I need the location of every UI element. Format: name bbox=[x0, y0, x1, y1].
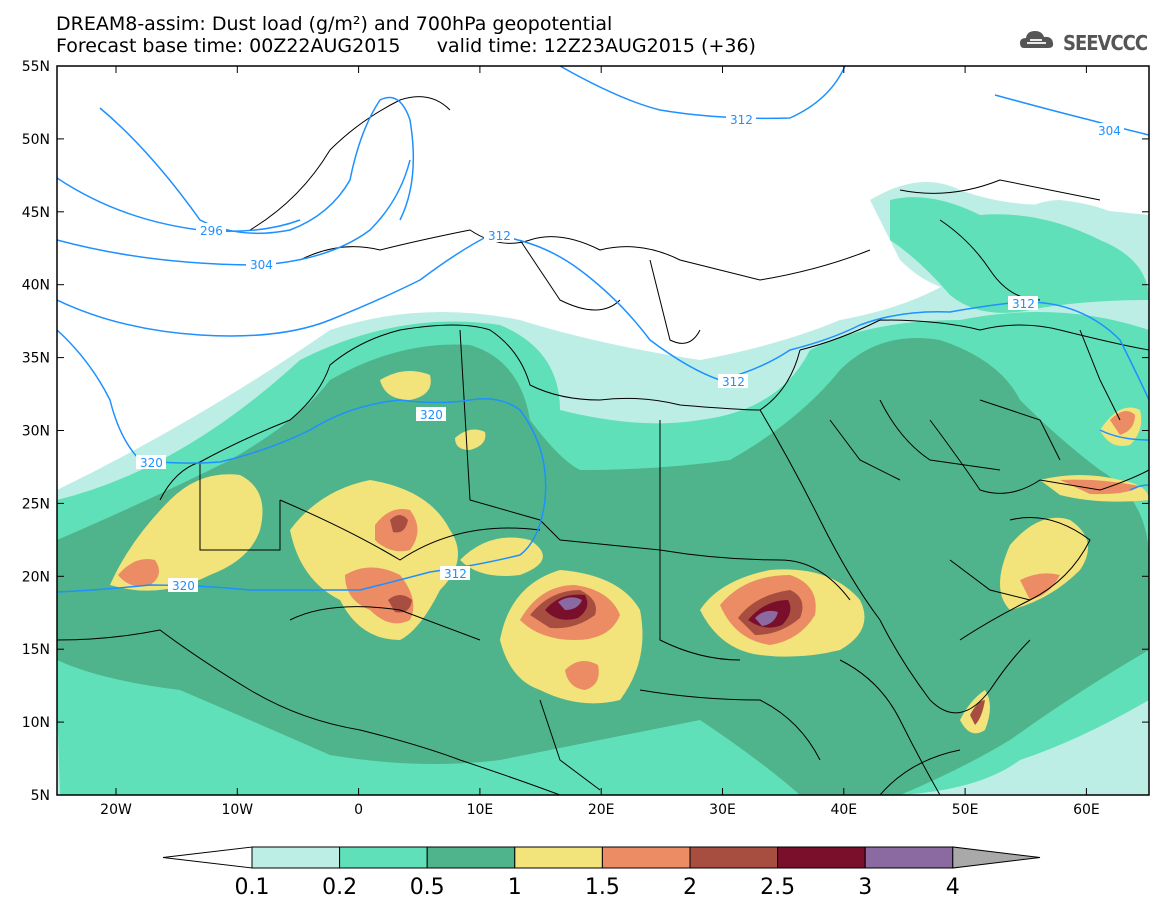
lon-label: 20W bbox=[100, 802, 132, 818]
contour-label: 320 bbox=[420, 408, 443, 422]
lat-label: 5N bbox=[31, 788, 50, 804]
lat-label: 10N bbox=[22, 715, 50, 731]
contour-label: 296 bbox=[200, 224, 223, 238]
geopotential-contours bbox=[57, 66, 1149, 593]
lon-label: 60E bbox=[1073, 802, 1100, 818]
colorbar-legend: 0.1 0.2 0.5 1 1.5 2 2.5 3 4 bbox=[162, 846, 1041, 900]
lat-label: 50N bbox=[22, 132, 50, 148]
colorbar-label: 1.5 bbox=[585, 875, 620, 900]
colorbar-label: 0.5 bbox=[410, 875, 445, 900]
lat-label: 15N bbox=[22, 642, 50, 658]
colorbar-segment bbox=[601, 846, 691, 869]
colorbar-max-arrow bbox=[952, 846, 1041, 869]
longitude-axis: 20W 10W 0 10E 20E 30E 40E 50E 60E bbox=[100, 66, 1100, 818]
contour-label: 312 bbox=[444, 567, 467, 581]
contour-label: 312 bbox=[730, 113, 753, 127]
lon-label: 40E bbox=[830, 802, 857, 818]
contour-label: 312 bbox=[488, 229, 511, 243]
lat-label: 35N bbox=[22, 351, 50, 367]
lat-label: 25N bbox=[22, 496, 50, 512]
lon-label: 0 bbox=[354, 802, 363, 818]
cloud-icon bbox=[1020, 31, 1054, 48]
colorbar-segment bbox=[864, 846, 954, 869]
lat-label: 40N bbox=[22, 278, 50, 294]
latitude-axis: 55N 50N 45N 40N 35N 30N 25N 20N 15N 10N 5N bbox=[22, 59, 1149, 804]
colorbar-label: 2.5 bbox=[760, 875, 795, 900]
colorbar-label: 2 bbox=[683, 875, 697, 900]
lat-label: 45N bbox=[22, 205, 50, 221]
forecast-time-subtitle: Forecast base time: 00Z22AUG2015 valid t… bbox=[56, 35, 756, 57]
map-title: DREAM8-assim: Dust load (g/m²) and 700hP… bbox=[56, 13, 613, 35]
colorbar-segment bbox=[689, 846, 779, 869]
lat-label: 30N bbox=[22, 424, 50, 440]
colorbar-label: 0.1 bbox=[235, 875, 270, 900]
contour-label: 320 bbox=[140, 456, 163, 470]
lon-label: 50E bbox=[952, 802, 979, 818]
colorbar-label: 0.2 bbox=[322, 875, 357, 900]
contour-labels: 312 304 296 304 312 312 312 320 320 320 … bbox=[136, 112, 1124, 593]
lat-label: 55N bbox=[22, 59, 50, 75]
colorbar-segment bbox=[251, 846, 341, 869]
contour-label: 320 bbox=[172, 579, 195, 593]
colorbar-segment bbox=[777, 846, 866, 869]
colorbar-segment bbox=[339, 846, 428, 869]
colorbar-label: 1 bbox=[508, 875, 522, 900]
lon-label: 30E bbox=[709, 802, 736, 818]
colorbar-label: 3 bbox=[858, 875, 872, 900]
contour-label: 304 bbox=[1098, 124, 1121, 138]
contour-label: 312 bbox=[722, 375, 745, 389]
colorbar-segment bbox=[426, 846, 516, 869]
coastlines bbox=[57, 96, 1149, 795]
colorbar-min-arrow bbox=[162, 846, 253, 869]
colorbar-segment bbox=[514, 846, 603, 869]
colorbar-label: 4 bbox=[946, 875, 960, 900]
dust-field bbox=[57, 182, 1149, 795]
lon-label: 10E bbox=[467, 802, 494, 818]
lat-label: 20N bbox=[22, 569, 50, 585]
contour-label: 312 bbox=[1012, 297, 1035, 311]
lon-label: 10W bbox=[221, 802, 253, 818]
lon-label: 20E bbox=[588, 802, 615, 818]
contour-label: 304 bbox=[250, 258, 273, 272]
seevccc-logo: SEEVCCC bbox=[1063, 31, 1148, 55]
